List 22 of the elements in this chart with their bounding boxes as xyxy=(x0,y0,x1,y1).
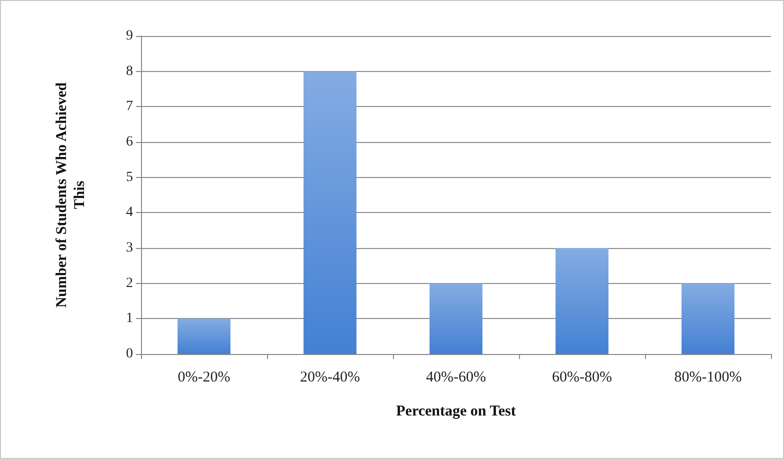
y-tick-label: 2 xyxy=(126,276,133,291)
y-tick-label: 3 xyxy=(126,240,133,256)
y-tick-label: 7 xyxy=(126,99,133,114)
x-tick-label: 60%-80% xyxy=(552,370,612,386)
y-tick-label: 0 xyxy=(126,346,133,362)
bar xyxy=(304,71,356,354)
bar xyxy=(430,283,482,354)
y-tick-label: 4 xyxy=(126,205,133,220)
x-axis-title: Percentage on Test xyxy=(396,404,516,420)
bar xyxy=(178,318,230,354)
x-tick-label: 0%-20% xyxy=(178,370,230,386)
y-tick-label: 8 xyxy=(126,64,133,79)
x-tick-label: 40%-60% xyxy=(426,370,486,386)
y-tick-label: 6 xyxy=(126,134,133,150)
x-tick-label: 80%-100% xyxy=(674,370,742,386)
bar xyxy=(682,283,734,354)
y-tick-label: 9 xyxy=(126,28,133,44)
y-tick-label: 1 xyxy=(126,311,133,326)
y-tick-label: 5 xyxy=(126,170,133,185)
bar xyxy=(556,248,608,354)
x-tick-label: 20%-40% xyxy=(300,370,360,386)
y-axis-title: Number of Students Who Achieved This xyxy=(54,82,88,308)
